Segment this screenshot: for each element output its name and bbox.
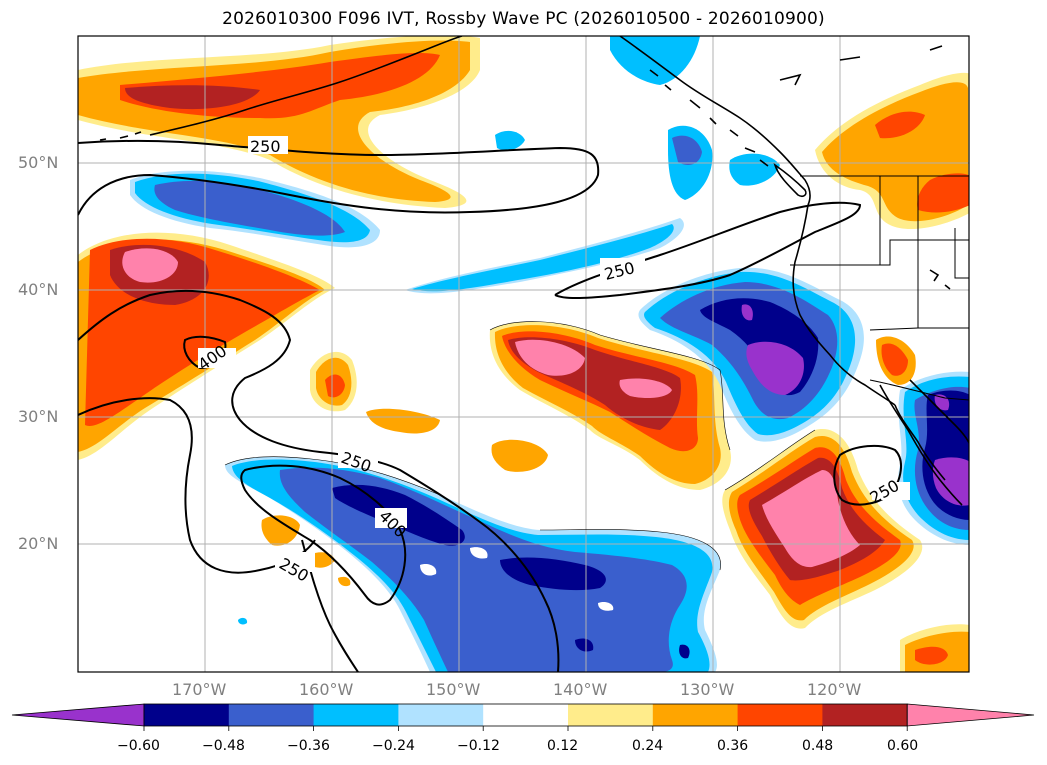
negative-ivt-anomaly-regions (130, 36, 969, 672)
colorbar-segment (483, 704, 569, 726)
lon-label-130w: 130°W (680, 680, 735, 699)
lon-label-160w: 160°W (299, 680, 354, 699)
colorbar-segment (144, 704, 230, 726)
lat-label-20n: 20°N (18, 534, 59, 553)
colorbar (11, 703, 1035, 731)
colorbar-tick-label: 0.48 (802, 738, 834, 754)
colorbar-tick-label: −0.36 (287, 738, 330, 754)
colorbar-segment (398, 704, 484, 726)
colorbar-segment (568, 704, 654, 726)
lon-label-140w: 140°W (553, 680, 608, 699)
lat-label-30n: 30°N (18, 407, 59, 426)
lon-label-150w: 150°W (426, 680, 481, 699)
colorbar-segment (228, 704, 315, 726)
colorbar-tick-label: 0.24 (632, 738, 664, 754)
coastlines (99, 36, 969, 506)
lat-label-40n: 40°N (18, 280, 59, 299)
ivt-contours (78, 139, 902, 672)
colorbar-tick-label: 0.60 (887, 738, 919, 754)
colorbar-tick-label: 0.12 (547, 738, 579, 754)
map-panel: 250 250 400 250 400 250 250 (77, 35, 970, 673)
lon-label-120w: 120°W (807, 680, 862, 699)
graticule (78, 36, 969, 672)
political-borders (790, 175, 969, 401)
colorbar-segment (652, 704, 739, 726)
contour-label-250-north: 250 (250, 137, 281, 156)
colorbar-tick-label: −0.12 (457, 738, 500, 754)
colorbar-tick-label: 0.36 (717, 738, 749, 754)
colorbar-segments (11, 703, 1035, 731)
colorbar-segment (313, 704, 399, 726)
colorbar-tick-label: −0.60 (117, 738, 160, 754)
contour-labels: 250 250 400 250 400 250 250 (194, 136, 910, 586)
colorbar-segment (737, 704, 823, 726)
colorbar-tick-label: −0.24 (372, 738, 415, 754)
colorbar-frame (143, 703, 908, 727)
lon-label-170w: 170°W (172, 680, 227, 699)
map-title: 2026010300 F096 IVT, Rossby Wave PC (202… (222, 9, 825, 29)
anomaly-outlines (224, 321, 816, 571)
colorbar-segment (822, 704, 908, 726)
lat-label-50n: 50°N (18, 153, 59, 172)
colorbar-tick-label: −0.48 (202, 738, 245, 754)
colorbar-extend-max (906, 703, 1035, 727)
colorbar-extend-min (11, 703, 145, 727)
map-frame (77, 35, 970, 673)
